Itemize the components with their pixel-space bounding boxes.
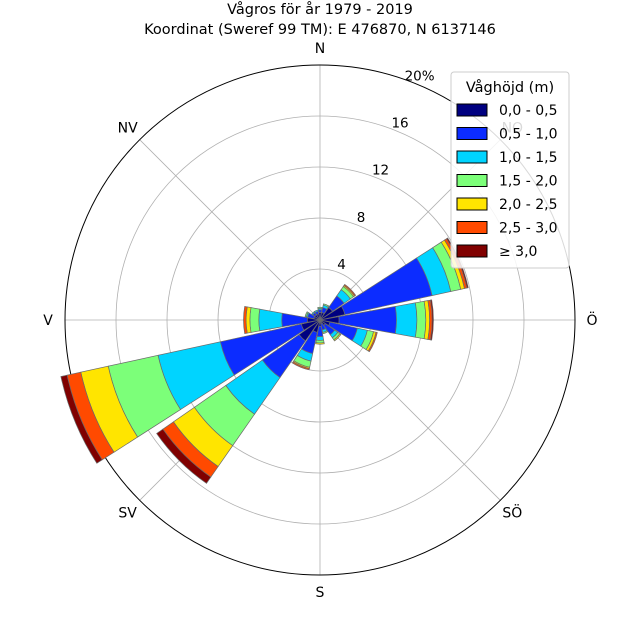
legend-swatch (456, 174, 488, 187)
legend-label: 2,0 - 2,5 (499, 197, 557, 213)
radial-tick-label: 4 (337, 257, 346, 273)
bar-segment-s1-b3 (322, 303, 330, 308)
bar-segment-s15-b2 (314, 309, 319, 313)
direction-label-nv: NV (118, 121, 138, 137)
bar-segment-s2-b5 (343, 283, 357, 297)
direction-label-ö: Ö (586, 311, 597, 329)
chart-title: Vågros för år 1979 - 2019 (227, 1, 413, 18)
legend-swatch (456, 244, 488, 258)
rose-bars (60, 237, 469, 484)
direction-label-sv: SV (118, 505, 137, 521)
legend-swatch (456, 103, 488, 117)
bar-segment-s14-b2 (311, 311, 316, 316)
legend-label: 2,5 - 3,0 (499, 221, 557, 237)
legend-label: 1,5 - 2,0 (499, 174, 557, 190)
bar-segment-s10-b6 (156, 428, 212, 484)
grid-spoke (319, 319, 501, 501)
radial-tick-labels: 4 8 12 16 20% (337, 68, 435, 272)
bar-segment-s7-b3 (322, 330, 329, 335)
legend-swatch (456, 127, 488, 140)
legend: Våghöjd (m) 0,0 - 0,5 0,5 - 1,0 1,0 - 1,5 1… (450, 71, 570, 269)
bar-segment-s4-b3 (414, 300, 427, 340)
radial-tick-label: 16 (391, 116, 408, 132)
legend-items: 0,0 - 0,5 0,5 - 1,0 1,0 - 1,5 1,5 - 2,0 2,0 … (456, 103, 557, 260)
radial-tick-label: 12 (372, 163, 389, 179)
legend-swatch (456, 197, 488, 211)
bar-segment-s8-b2 (315, 335, 325, 341)
bar-segment-s11-b6 (60, 374, 103, 464)
bar-segment-s5-b5 (367, 331, 378, 353)
legend-swatch (456, 221, 488, 234)
bar-segment-s4-b2 (394, 302, 418, 338)
bar-segment-s4-b6 (430, 299, 434, 341)
legend-label: ≥ 3,0 (499, 244, 537, 260)
bar-segment-s0-b3 (317, 306, 323, 310)
legend-label: 0,0 - 0,5 (499, 103, 557, 119)
legend-box (450, 71, 570, 269)
legend-label: 0,5 - 1,0 (499, 127, 557, 143)
bar-segment-s8-b4 (315, 342, 325, 345)
outer-ring (64, 64, 576, 576)
legend-label: 1,0 - 1,5 (499, 150, 557, 166)
grid-spoke (139, 139, 321, 321)
bar-segment-s9-b5 (291, 361, 310, 371)
direction-label-s: S (316, 585, 325, 601)
bar-segment-s6-b4 (333, 333, 342, 342)
radial-tick-label: 8 (357, 210, 366, 226)
chart-subtitle: Koordinat (Sweref 99 TM): E 476870, N 61… (144, 22, 496, 38)
direction-label-n: N (315, 41, 325, 57)
radial-tick-label: 20% (405, 68, 435, 84)
direction-label-v: V (43, 313, 53, 329)
bar-segment-s12-b5 (243, 306, 248, 334)
legend-title: Våghöjd (m) (466, 79, 554, 96)
bar-segment-s12-b3 (249, 307, 261, 333)
direction-label-sö: SÖ (502, 503, 522, 521)
bar-segment-s12-b2 (258, 308, 283, 332)
legend-swatch (456, 150, 488, 164)
polar-grid (64, 64, 576, 576)
bar-segment-s13-b3 (304, 311, 309, 318)
